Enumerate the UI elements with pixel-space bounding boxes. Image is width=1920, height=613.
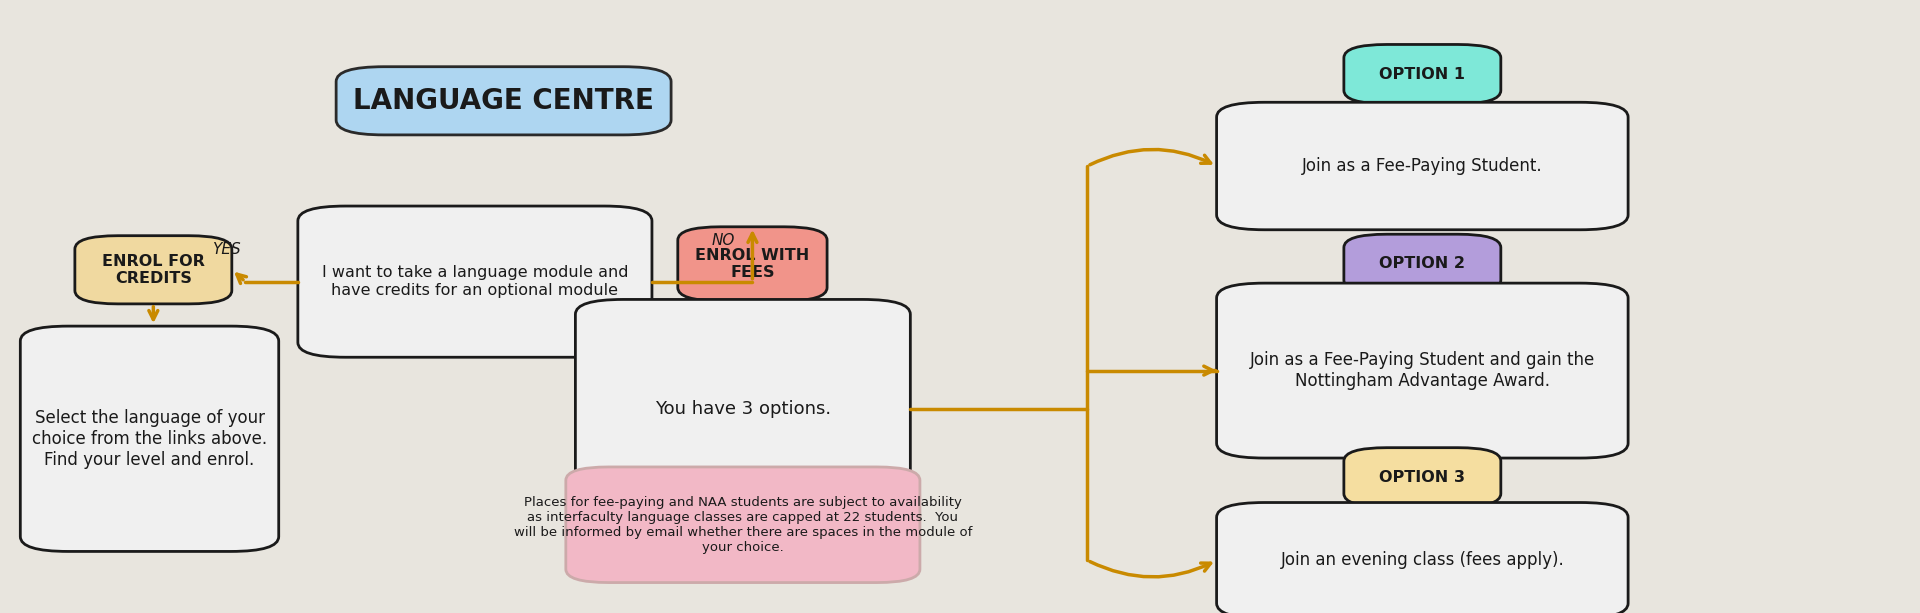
Text: Join an evening class (fees apply).: Join an evening class (fees apply). (1281, 551, 1565, 569)
FancyBboxPatch shape (1344, 234, 1501, 294)
FancyBboxPatch shape (21, 326, 278, 552)
FancyBboxPatch shape (1344, 447, 1501, 507)
Text: Select the language of your
choice from the links above.
Find your level and enr: Select the language of your choice from … (33, 409, 267, 468)
FancyBboxPatch shape (75, 235, 232, 304)
FancyBboxPatch shape (1344, 45, 1501, 104)
Text: YES: YES (211, 242, 240, 256)
FancyBboxPatch shape (678, 227, 828, 301)
Text: ENROL FOR
CREDITS: ENROL FOR CREDITS (102, 254, 205, 286)
Text: You have 3 options.: You have 3 options. (655, 400, 831, 418)
Text: OPTION 1: OPTION 1 (1379, 67, 1465, 82)
FancyBboxPatch shape (1217, 102, 1628, 230)
FancyBboxPatch shape (1217, 503, 1628, 613)
FancyBboxPatch shape (566, 467, 920, 582)
Text: OPTION 3: OPTION 3 (1379, 470, 1465, 485)
FancyBboxPatch shape (298, 206, 653, 357)
FancyBboxPatch shape (1217, 283, 1628, 458)
Text: Places for fee-paying and NAA students are subject to availability
as interfacul: Places for fee-paying and NAA students a… (515, 496, 972, 554)
FancyBboxPatch shape (576, 299, 910, 519)
Text: I want to take a language module and
have credits for an optional module: I want to take a language module and hav… (323, 265, 628, 298)
Text: ENROL WITH
FEES: ENROL WITH FEES (695, 248, 810, 280)
Text: Join as a Fee-Paying Student and gain the
Nottingham Advantage Award.: Join as a Fee-Paying Student and gain th… (1250, 351, 1596, 390)
FancyBboxPatch shape (336, 67, 672, 135)
Text: LANGUAGE CENTRE: LANGUAGE CENTRE (353, 87, 655, 115)
Text: Join as a Fee-Paying Student.: Join as a Fee-Paying Student. (1302, 157, 1542, 175)
Text: OPTION 2: OPTION 2 (1379, 256, 1465, 272)
Text: NO: NO (712, 233, 735, 248)
